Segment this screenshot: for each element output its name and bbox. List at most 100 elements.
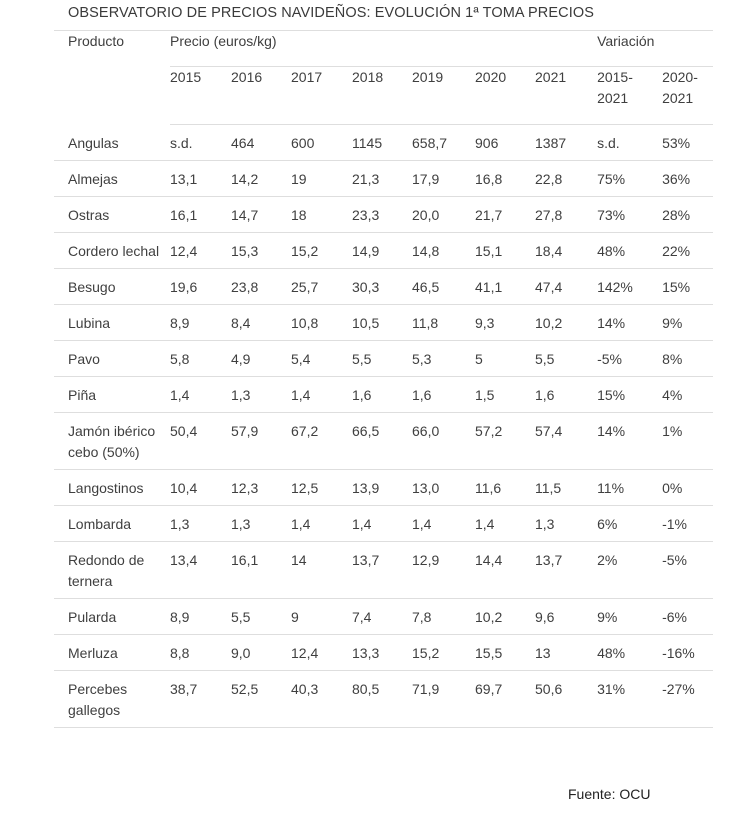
cell-price-2020: 10,2 <box>475 598 535 635</box>
cell-price-2015: 16,1 <box>170 196 231 233</box>
cell-price-2018: 7,4 <box>352 598 412 635</box>
header-producto: Producto <box>54 30 170 67</box>
cell-price-2017: 12,4 <box>291 634 352 671</box>
cell-price-2018: 80,5 <box>352 670 412 728</box>
cell-price-2020: 1,4 <box>475 505 535 542</box>
cell-var-2020-2021: -16% <box>662 634 714 671</box>
cell-price-2020: 15,1 <box>475 232 535 269</box>
cell-price-2015: 19,6 <box>170 268 231 305</box>
cell-price-2020: 15,5 <box>475 634 535 671</box>
cell-var-2020-2021: -6% <box>662 598 714 635</box>
cell-price-2016: 8,4 <box>231 304 291 341</box>
cell-price-2015: 10,4 <box>170 469 231 506</box>
cell-price-2019: 1,4 <box>412 505 475 542</box>
cell-price-2016: 16,1 <box>231 541 291 599</box>
cell-price-2021: 5,5 <box>535 340 598 377</box>
cell-price-2016: 15,3 <box>231 232 291 269</box>
cell-var-2015-2021: 14% <box>597 304 663 341</box>
cell-price-2015: 13,4 <box>170 541 231 599</box>
cell-var-2015-2021: 31% <box>597 670 663 728</box>
cell-price-2017: 1,4 <box>291 505 352 542</box>
cell-producto: Besugo <box>54 268 170 305</box>
cell-price-2019: 14,8 <box>412 232 475 269</box>
cell-price-2016: 14,7 <box>231 196 291 233</box>
cell-price-2020: 906 <box>475 124 535 161</box>
cell-price-2015: 1,4 <box>170 376 231 413</box>
cell-price-2018: 30,3 <box>352 268 412 305</box>
cell-producto: Piña <box>54 376 170 413</box>
cell-price-2017: 600 <box>291 124 352 161</box>
cell-price-2018: 1145 <box>352 124 412 161</box>
cell-price-2018: 21,3 <box>352 160 412 197</box>
cell-price-2020: 9,3 <box>475 304 535 341</box>
cell-price-2021: 18,4 <box>535 232 598 269</box>
cell-var-2020-2021: 15% <box>662 268 714 305</box>
cell-price-2019: 658,7 <box>412 124 475 161</box>
cell-price-2017: 40,3 <box>291 670 352 728</box>
cell-price-2021: 1387 <box>535 124 598 161</box>
cell-price-2017: 10,8 <box>291 304 352 341</box>
cell-price-2020: 41,1 <box>475 268 535 305</box>
cell-price-2015: 1,3 <box>170 505 231 542</box>
cell-producto: Redondo de ternera <box>54 541 170 599</box>
cell-price-2019: 17,9 <box>412 160 475 197</box>
cell-var-2020-2021: 28% <box>662 196 714 233</box>
cell-price-2018: 13,3 <box>352 634 412 671</box>
cell-var-2020-2021: 1% <box>662 412 714 470</box>
cell-var-2015-2021: 6% <box>597 505 663 542</box>
cell-price-2015: 12,4 <box>170 232 231 269</box>
cell-var-2020-2021: 0% <box>662 469 714 506</box>
table-row: Langostinos 10,4 12,3 12,5 13,9 13,0 11,6 11,5 1… <box>54 469 714 506</box>
cell-price-2015: 8,8 <box>170 634 231 671</box>
table-row: Piña 1,4 1,3 1,4 1,6 1,6 1,5 1,6 15% 4% <box>54 376 714 413</box>
cell-var-2015-2021: 48% <box>597 232 663 269</box>
header-row-groups: Producto Precio (euros/kg) Variación <box>54 30 714 67</box>
cell-producto: Ostras <box>54 196 170 233</box>
cell-producto: Lubina <box>54 304 170 341</box>
table-row: Merluza 8,8 9,0 12,4 13,3 15,2 15,5 13 48% -16% <box>54 634 714 671</box>
cell-price-2021: 9,6 <box>535 598 598 635</box>
cell-price-2019: 7,8 <box>412 598 475 635</box>
cell-price-2015: 50,4 <box>170 412 231 470</box>
cell-var-2015-2021: 2% <box>597 541 663 599</box>
cell-price-2015: 8,9 <box>170 598 231 635</box>
cell-price-2018: 5,5 <box>352 340 412 377</box>
cell-price-2017: 25,7 <box>291 268 352 305</box>
cell-price-2021: 1,3 <box>535 505 598 542</box>
cell-producto: Jamón ibérico cebo (50%) <box>54 412 170 470</box>
cell-price-2018: 66,5 <box>352 412 412 470</box>
source-note: Fuente: OCU <box>568 786 651 802</box>
cell-var-2020-2021: -27% <box>662 670 714 728</box>
cell-price-2020: 11,6 <box>475 469 535 506</box>
cell-price-2021: 10,2 <box>535 304 598 341</box>
cell-price-2019: 12,9 <box>412 541 475 599</box>
cell-var-2015-2021: 142% <box>597 268 663 305</box>
cell-var-2020-2021: -5% <box>662 541 714 599</box>
cell-price-2016: 52,5 <box>231 670 291 728</box>
cell-price-2015: 38,7 <box>170 670 231 728</box>
header-year: 2015 <box>170 66 231 125</box>
cell-price-2021: 47,4 <box>535 268 598 305</box>
cell-var-2015-2021: 11% <box>597 469 663 506</box>
cell-price-2021: 13 <box>535 634 598 671</box>
cell-var-2020-2021: 9% <box>662 304 714 341</box>
cell-price-2015: s.d. <box>170 124 231 161</box>
cell-var-2015-2021: 73% <box>597 196 663 233</box>
cell-price-2017: 18 <box>291 196 352 233</box>
cell-price-2019: 46,5 <box>412 268 475 305</box>
cell-price-2020: 69,7 <box>475 670 535 728</box>
table-row: Almejas 13,1 14,2 19 21,3 17,9 16,8 22,8 75% 36% <box>54 160 714 197</box>
cell-price-2018: 1,6 <box>352 376 412 413</box>
header-blank <box>54 67 170 125</box>
cell-price-2018: 1,4 <box>352 505 412 542</box>
cell-price-2016: 4,9 <box>231 340 291 377</box>
cell-price-2021: 57,4 <box>535 412 598 470</box>
cell-var-2015-2021: 14% <box>597 412 663 470</box>
cell-price-2017: 12,5 <box>291 469 352 506</box>
cell-price-2015: 8,9 <box>170 304 231 341</box>
table-row: Cordero lechal 12,4 15,3 15,2 14,9 14,8 15,1 18… <box>54 232 714 269</box>
cell-price-2017: 5,4 <box>291 340 352 377</box>
cell-price-2021: 50,6 <box>535 670 598 728</box>
cell-producto: Angulas <box>54 124 170 161</box>
table-row: Percebes gallegos 38,7 52,5 40,3 80,5 71,9 69,… <box>54 670 714 728</box>
